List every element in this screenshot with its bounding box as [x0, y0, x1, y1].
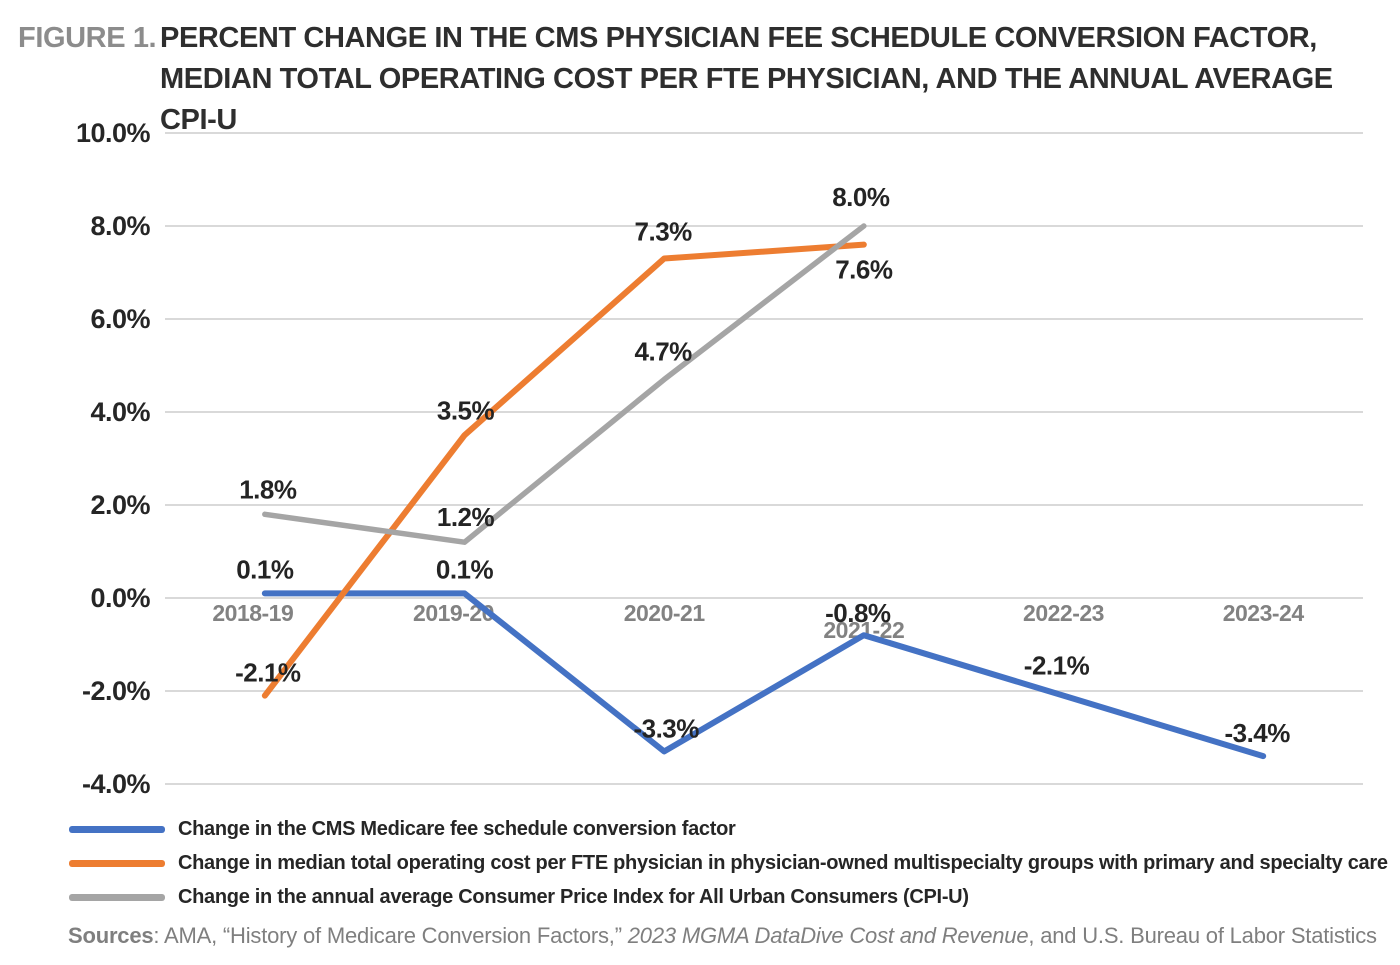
series-line-2: [261, 241, 867, 699]
data-label: 8.0%: [832, 182, 890, 212]
y-axis-tick-label: 6.0%: [90, 304, 150, 334]
x-axis-category-label: 2023-24: [1223, 600, 1305, 626]
legend-item-1: Change in the CMS Medicare fee schedule …: [69, 818, 1388, 840]
y-axis-tick-label: -2.0%: [82, 676, 151, 706]
data-label: -2.1%: [1024, 651, 1090, 681]
x-axis-category-label: 2018-19: [212, 600, 293, 626]
data-label: -3.3%: [633, 713, 699, 743]
x-axis-category-label: 2020-21: [624, 600, 706, 626]
legend-line-swatch: [69, 893, 165, 901]
x-axis-category-label: 2021-22: [823, 617, 904, 643]
legend-item-2: Change in median total operating cost pe…: [69, 852, 1388, 874]
y-axis-tick-label: 4.0%: [90, 397, 150, 427]
legend-label: Change in the annual average Consumer Pr…: [178, 885, 969, 908]
y-axis-tick-label: 0.0%: [90, 583, 150, 613]
data-label: -2.1%: [235, 658, 301, 688]
data-label: 1.2%: [437, 502, 495, 532]
legend-line-swatch: [69, 825, 165, 833]
figure-title-text: PERCENT CHANGE IN THE CMS PHYSICIAN FEE …: [160, 18, 1388, 141]
y-axis-tick-label: 10.0%: [76, 118, 151, 148]
legend-label: Change in median total operating cost pe…: [178, 851, 1388, 874]
data-label: 4.7%: [635, 336, 693, 366]
series-line-1: [261, 590, 1267, 760]
chart-legend: Change in the CMS Medicare fee schedule …: [69, 818, 1388, 908]
data-label: 0.1%: [236, 554, 294, 584]
data-label: -0.8%: [825, 598, 891, 628]
data-label: 1.8%: [239, 474, 297, 504]
data-label: 0.1%: [436, 554, 494, 584]
sources-publication-title: 2023 MGMA DataDive Cost and Revenue: [627, 923, 1029, 948]
legend-line-swatch: [69, 859, 165, 867]
legend-item-3: Change in the annual average Consumer Pr…: [69, 886, 1388, 908]
sources-text-segment: : AMA, “History of Medicare Conversion F…: [153, 923, 628, 948]
x-axis-category-label: 2022-23: [1023, 600, 1104, 626]
y-axis-tick-label: 2.0%: [90, 490, 150, 520]
data-label: -3.4%: [1224, 718, 1290, 748]
sources-prefix: Sources: [68, 923, 154, 948]
data-label: 7.6%: [835, 255, 893, 285]
figure-number-label: FIGURE 1.: [18, 22, 157, 54]
sources-line: Sources: AMA, “History of Medicare Conve…: [68, 923, 1377, 949]
figure-title-line-2: MEDIAN TOTAL OPERATING COST PER FTE PHYS…: [160, 63, 1333, 136]
legend-label: Change in the CMS Medicare fee schedule …: [178, 817, 736, 840]
y-axis-tick-label: -4.0%: [82, 769, 151, 799]
data-label: 3.5%: [437, 395, 495, 425]
sources-text: : AMA, “History of Medicare Conversion F…: [153, 923, 1377, 948]
sources-text-segment: , and U.S. Bureau of Labor Statistics: [1028, 923, 1377, 948]
data-label: 7.3%: [635, 217, 693, 247]
figure-title: FIGURE 1. PERCENT CHANGE IN THE CMS PHYS…: [18, 18, 1388, 141]
y-axis-tick-label: 8.0%: [90, 211, 150, 241]
series-line-3: [262, 223, 867, 545]
figure-title-line-1: PERCENT CHANGE IN THE CMS PHYSICIAN FEE …: [160, 22, 1317, 54]
